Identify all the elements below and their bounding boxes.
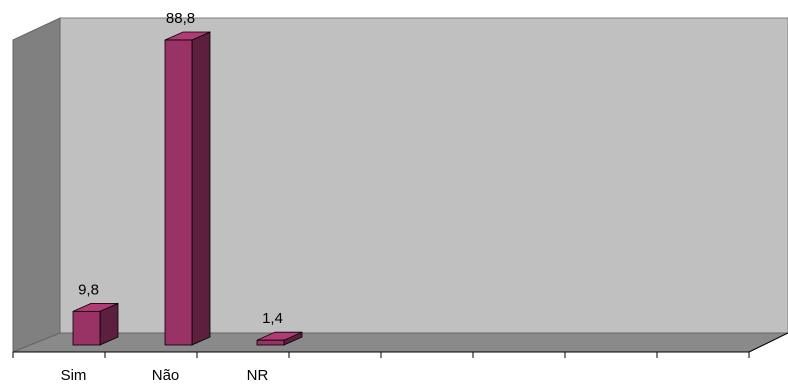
data-label: 88,8	[166, 10, 195, 27]
x-tick-label: NR	[247, 367, 269, 384]
bar	[256, 339, 285, 346]
side-wall	[12, 17, 61, 353]
data-label: 9,8	[78, 281, 99, 298]
x-tick-label: Sim	[61, 367, 87, 384]
bar	[164, 39, 193, 346]
data-label: 1,4	[262, 310, 283, 327]
x-tick-label: Não	[152, 367, 180, 384]
floor	[12, 332, 788, 353]
bar-side	[191, 31, 211, 346]
bar	[72, 310, 101, 346]
